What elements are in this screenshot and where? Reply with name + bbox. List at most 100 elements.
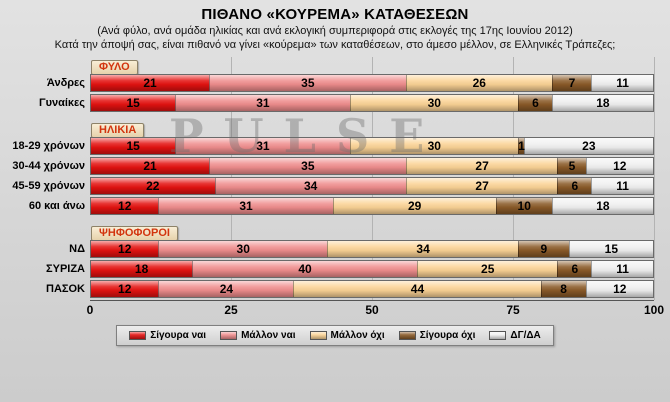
segment-value: 22 <box>146 179 160 193</box>
bar-row: ΠΑΣΟΚ 12 24 44 8 12 <box>0 280 654 298</box>
bar-segment: 34 <box>214 178 406 194</box>
bar-row: ΝΔ 12 30 34 9 15 <box>0 240 654 258</box>
bar-segment: 8 <box>540 281 586 297</box>
segment-value: 15 <box>604 242 619 256</box>
bar-segment: 12 <box>91 198 159 214</box>
bar-group: ΗΛΙΚΙΑ 18-29 χρόνων 15 31 30 1 23 30-44 χρόνων 2… <box>0 120 654 215</box>
bar-segment: 40 <box>192 261 417 277</box>
bar-segment: 15 <box>91 138 176 154</box>
bar-segment: 11 <box>591 261 653 277</box>
segment-value: 34 <box>416 242 430 256</box>
segment-value: 31 <box>256 96 270 110</box>
stacked-bar: 12 24 44 8 12 <box>90 280 654 298</box>
bar-segment: 5 <box>557 158 586 174</box>
segment-value: 12 <box>118 242 132 256</box>
legend-item: Σίγουρα ναι <box>129 330 206 341</box>
bar-row: ΣΥΡΙΖΑ 18 40 25 6 11 <box>0 260 654 278</box>
chart-subtitle-2: Κατά την άποψή σας, είναι πιθανό να γίνε… <box>54 39 616 51</box>
chart-area: ΦΥΛΟ Άνδρες 21 35 26 7 11 Γυναίκες 15 31 30 6 18 ΗΛΙΚ… <box>0 57 670 318</box>
group-badge: ΦΥΛΟ <box>91 60 138 75</box>
legend-swatch <box>220 331 238 340</box>
segment-value: 35 <box>301 159 315 173</box>
segment-value: 40 <box>298 262 312 276</box>
segment-value: 24 <box>219 282 234 296</box>
bar-segment: 15 <box>568 241 653 257</box>
group-header-row: ΦΥΛΟ <box>0 57 654 75</box>
segment-value: 12 <box>613 159 627 173</box>
bar-segment: 30 <box>349 95 519 111</box>
stacked-bar: 21 35 27 5 12 <box>90 157 654 175</box>
stacked-bar: 21 35 26 7 11 <box>90 74 654 92</box>
segment-value: 10 <box>517 199 531 213</box>
segment-value: 30 <box>427 96 441 110</box>
segment-value: 5 <box>568 159 576 173</box>
stacked-bar: 12 30 34 9 15 <box>90 240 654 258</box>
group-badge: ΨΗΦΟΦΟΡΟΙ <box>91 226 178 241</box>
segment-value: 11 <box>616 76 629 90</box>
group-header-row: ΗΛΙΚΙΑ <box>0 120 654 138</box>
legend-swatch <box>309 331 327 340</box>
segment-value: 35 <box>301 76 315 90</box>
bar-segment: 21 <box>91 158 210 174</box>
segment-value: 8 <box>560 282 567 296</box>
stacked-bar: 18 40 25 6 11 <box>90 260 654 278</box>
legend-item: Μάλλον όχι <box>309 330 385 341</box>
stacked-bar: 22 34 27 6 11 <box>90 177 654 195</box>
bar-segment: 12 <box>91 241 159 257</box>
segment-value: 25 <box>481 262 495 276</box>
segment-value: 26 <box>472 76 486 90</box>
segment-value: 9 <box>540 242 548 256</box>
bar-segment: 12 <box>585 281 653 297</box>
bar-segment: 9 <box>518 241 569 257</box>
legend-swatch <box>129 331 147 340</box>
segment-value: 18 <box>596 96 610 110</box>
segment-value: 34 <box>303 179 318 193</box>
bar-segment: 31 <box>158 198 333 214</box>
bar-cell: 18 40 25 6 11 <box>90 260 654 278</box>
bar-segment: 12 <box>585 158 653 174</box>
legend-label: Μάλλον όχι <box>330 330 385 341</box>
group-header-cell: ΨΗΦΟΦΟΡΟΙ <box>90 223 654 241</box>
bar-group: ΨΗΦΟΦΟΡΟΙ ΝΔ 12 30 34 9 15 ΣΥΡΙΖΑ 18 40 25 6 11 ΠΑΣΟΚ… <box>0 223 654 298</box>
bar-cell: 15 31 30 1 23 <box>90 137 654 155</box>
x-axis: 0 25 50 75 100 <box>0 300 664 318</box>
gridline <box>654 57 655 300</box>
bar-segment: 18 <box>551 198 653 214</box>
chart-subtitle-1: (Ανά φύλο, ανά ομάδα ηλικίας και ανά εκλ… <box>97 25 573 37</box>
bar-segment: 18 <box>91 261 193 277</box>
segment-value: 27 <box>475 159 489 173</box>
segment-value: 12 <box>118 282 132 296</box>
bar-segment: 30 <box>158 241 328 257</box>
category-label: Άνδρες <box>46 77 85 89</box>
segment-value: 31 <box>256 139 270 153</box>
bar-segment: 7 <box>551 75 592 91</box>
x-axis-tick: 100 <box>643 303 665 317</box>
legend: Σίγουρα ναι Μάλλον ναι Μάλλον όχι Σίγουρα ό… <box>116 325 554 346</box>
group-header-cell: ΗΛΙΚΙΑ <box>90 120 654 138</box>
category-label: 45-59 χρόνων <box>12 180 85 192</box>
segment-value: 6 <box>532 96 539 110</box>
bar-rows-container: ΦΥΛΟ Άνδρες 21 35 26 7 11 Γυναίκες 15 31 30 6 18 ΗΛΙΚ… <box>0 57 654 298</box>
bar-segment: 15 <box>91 95 176 111</box>
bar-segment: 27 <box>405 158 558 174</box>
group-header-cell: ΦΥΛΟ <box>90 57 654 75</box>
segment-value: 21 <box>143 76 157 90</box>
bar-segment: 1 <box>518 138 525 154</box>
legend-label: ΔΓ/ΔΑ <box>510 330 541 341</box>
segment-value: 27 <box>475 179 489 193</box>
bar-cell: 22 34 27 6 11 <box>90 177 654 195</box>
segment-value: 6 <box>571 179 579 193</box>
segment-value: 7 <box>568 76 576 90</box>
bar-row: Άνδρες 21 35 26 7 11 <box>0 74 654 92</box>
bar-cell: 12 24 44 8 12 <box>90 280 654 298</box>
segment-value: 18 <box>134 262 149 276</box>
stacked-bar: 12 31 29 10 18 <box>90 197 654 215</box>
segment-value: 44 <box>410 282 425 296</box>
category-label: Γυναίκες <box>38 97 85 109</box>
bar-segment: 18 <box>551 95 653 111</box>
bar-cell: 21 35 27 5 12 <box>90 157 654 175</box>
bar-row: 30-44 χρόνων 21 35 27 5 12 <box>0 157 654 175</box>
bar-segment: 6 <box>557 261 592 277</box>
segment-value: 6 <box>571 262 579 276</box>
